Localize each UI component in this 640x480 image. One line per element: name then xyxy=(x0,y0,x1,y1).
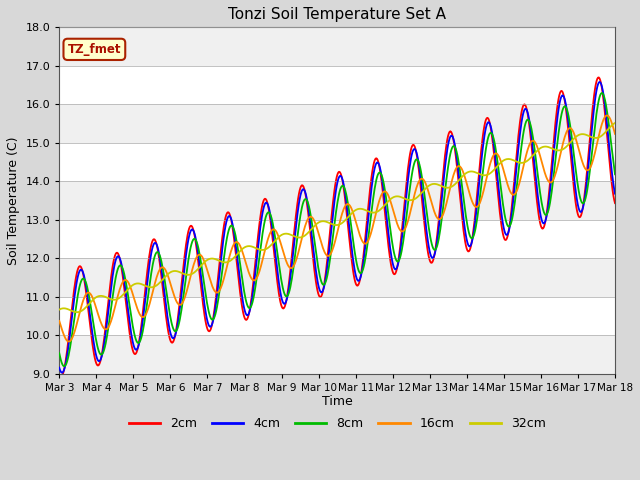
Bar xyxy=(60,335,615,373)
X-axis label: Time: Time xyxy=(322,396,353,408)
Bar xyxy=(60,297,615,335)
Text: TZ_fmet: TZ_fmet xyxy=(68,43,121,56)
Legend: 2cm, 4cm, 8cm, 16cm, 32cm: 2cm, 4cm, 8cm, 16cm, 32cm xyxy=(124,412,550,435)
Bar xyxy=(60,258,615,297)
Bar xyxy=(60,181,615,220)
Bar xyxy=(60,27,615,66)
Y-axis label: Soil Temperature (C): Soil Temperature (C) xyxy=(7,136,20,264)
Title: Tonzi Soil Temperature Set A: Tonzi Soil Temperature Set A xyxy=(228,7,446,22)
Bar xyxy=(60,104,615,143)
Bar xyxy=(60,66,615,104)
Bar xyxy=(60,143,615,181)
Bar xyxy=(60,220,615,258)
